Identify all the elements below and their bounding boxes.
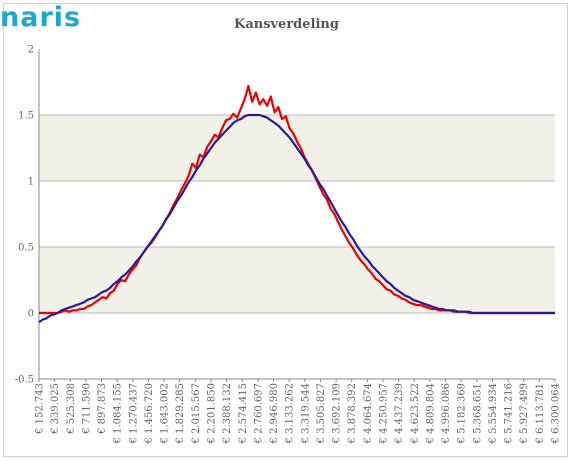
x-tick-label: € 2.015.567 bbox=[191, 383, 202, 444]
x-tick-label: € 3.878.392 bbox=[347, 383, 358, 444]
chart-frame bbox=[3, 3, 568, 457]
x-tick-label: € 6.113.781 bbox=[535, 383, 546, 444]
naris-logo: naris bbox=[0, 2, 82, 33]
series-line-normal bbox=[38, 113, 555, 324]
x-tick-label: € 5.741.216 bbox=[504, 383, 515, 444]
x-tick-label: € 2.201.850 bbox=[207, 383, 218, 444]
x-tick-label: € 711.590 bbox=[81, 383, 92, 435]
x-tick-label: € 1.829.285 bbox=[175, 383, 186, 444]
x-tick-label: € 1.643.002 bbox=[160, 383, 171, 444]
x-tick-label: € 4.437.239 bbox=[394, 383, 405, 444]
x-tick-label: € 1.270.437 bbox=[128, 383, 139, 444]
x-tick-label: € 4.996.086 bbox=[441, 383, 452, 444]
x-tick-label: € 897.873 bbox=[97, 383, 108, 435]
y-tick-label: 1.5 bbox=[18, 111, 34, 122]
x-tick-label: € 6.300.064 bbox=[551, 383, 562, 444]
x-tick-label: € 3.692.109 bbox=[332, 383, 343, 444]
y-tick-label: 0 bbox=[28, 309, 34, 320]
x-tick-label: € 4.809.804 bbox=[425, 383, 436, 444]
x-tick-label: € 4.064.674 bbox=[363, 383, 374, 444]
y-tick-labels: 2 1.5 1 0.5 0 -0.5 bbox=[15, 45, 34, 386]
x-tick-label: € 2.388.132 bbox=[222, 383, 233, 444]
x-tick-labels: € 152.743 € 339.025 € 525.308 € 711.590 € 89… bbox=[35, 379, 562, 444]
grid-band-0 bbox=[39, 247, 555, 313]
x-tick-label: € 4.623.522 bbox=[410, 383, 421, 444]
x-tick-label: € 3.505.827 bbox=[316, 383, 327, 444]
x-tick-label: € 525.308 bbox=[66, 383, 77, 435]
x-tick-label: € 5.368.651 bbox=[472, 383, 483, 444]
axes bbox=[38, 49, 555, 380]
y-tick-label: 1 bbox=[28, 177, 34, 188]
y-tick-label: 2 bbox=[28, 45, 34, 56]
chart-title: Kansverdeling bbox=[234, 17, 339, 32]
x-tick-label: € 2.946.980 bbox=[269, 383, 280, 444]
x-tick-label: € 4.250.957 bbox=[379, 383, 390, 444]
x-tick-label: € 5.182.369 bbox=[457, 383, 468, 444]
x-tick-label: € 5.554.934 bbox=[488, 383, 499, 444]
x-tick-label: € 2.760.697 bbox=[253, 383, 264, 444]
x-tick-label: € 1.456.720 bbox=[144, 383, 155, 444]
x-tick-label: € 1.084.155 bbox=[113, 383, 124, 444]
series-lines bbox=[38, 84, 555, 324]
x-tick-label: € 2.574.415 bbox=[238, 383, 249, 444]
series-line-empirical bbox=[39, 84, 555, 315]
x-tick-label: € 339.025 bbox=[50, 383, 61, 435]
x-tick-label: € 3.133.262 bbox=[285, 383, 296, 444]
x-tick-label: € 3.319.544 bbox=[300, 383, 311, 444]
y-tick-label: -0.5 bbox=[15, 375, 34, 386]
x-tick-label: € 152.743 bbox=[35, 383, 46, 435]
x-tick-label: € 5.927.499 bbox=[519, 383, 530, 444]
y-tick-label: 0.5 bbox=[18, 243, 34, 254]
